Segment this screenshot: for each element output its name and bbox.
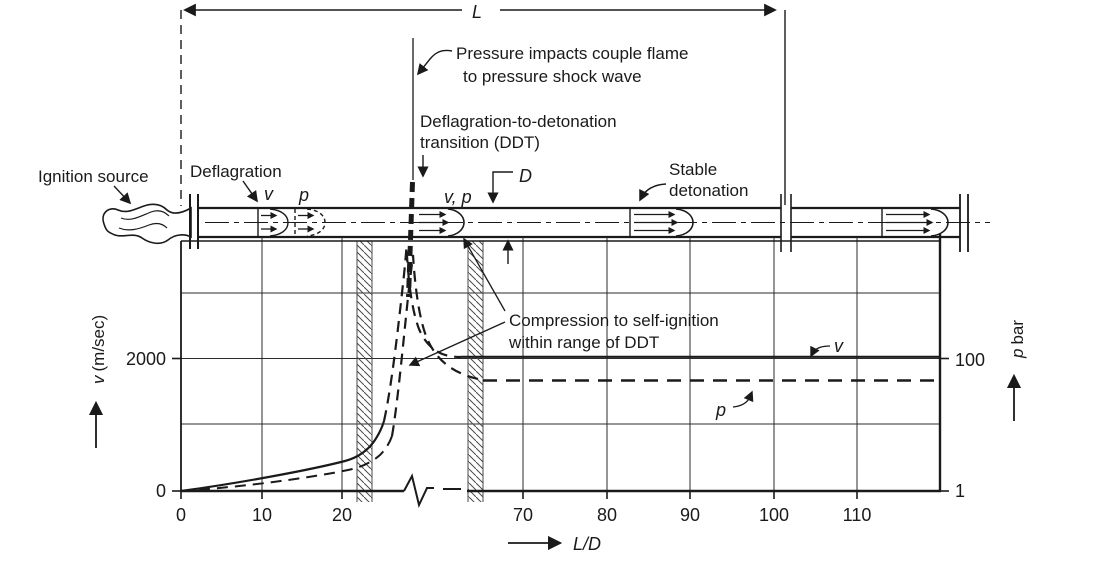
- diameter-dimension: [487, 171, 514, 264]
- ddt-front-line-thick-dashed: [406, 181, 415, 298]
- right-tick-100: 100: [955, 350, 985, 370]
- compression-leader-to-wave-arrow: [463, 237, 506, 312]
- v-curve-label-arrow: [810, 345, 831, 358]
- right-tick-1: 1: [955, 481, 965, 501]
- ddt-range-hatched-band-left: [356, 241, 373, 502]
- ddt-label-line1: Deflagration-to-detonation: [420, 112, 617, 131]
- left-axis-var: v: [89, 374, 108, 384]
- left-axis-title: v (m/sec): [89, 315, 108, 384]
- compression-leader-to-curve-arrow: [408, 321, 506, 367]
- left-tick-0: 0: [156, 481, 166, 501]
- x-tick-100: 100: [759, 505, 789, 525]
- v-curve-solid-rise: [180, 420, 386, 493]
- deflagration-leader-arrow: [242, 180, 258, 203]
- x-tick-90: 90: [680, 505, 700, 525]
- pressure-note-leader-arrow: [416, 49, 453, 76]
- gridlines: [181, 237, 940, 491]
- x-axis-title: L/D: [573, 534, 601, 554]
- v-curve-label: v: [834, 336, 844, 356]
- ddt-range-hatched-band-right: [467, 241, 484, 502]
- right-axis-title: p bar: [1008, 320, 1027, 359]
- stable-detonation-line2: detonation: [669, 181, 748, 200]
- pipe: [102, 194, 990, 252]
- x-tick-80: 80: [597, 505, 617, 525]
- right-axis-unit: bar: [1008, 320, 1027, 345]
- ddt-label-line2: transition (DDT): [420, 133, 540, 152]
- plot-borders: [180, 234, 942, 508]
- p-curve-label: p: [715, 400, 726, 420]
- stable-detonation-line1: Stable: [669, 160, 717, 179]
- ignition-leader-arrow: [113, 185, 132, 205]
- x-tick-110: 110: [843, 505, 872, 525]
- p-wave-label: p: [298, 185, 309, 205]
- axis-ticks: [172, 357, 949, 499]
- x-tick-0: 0: [176, 505, 186, 525]
- deflagration-label: Deflagration: [190, 162, 282, 181]
- v-wave-label: v: [264, 184, 274, 204]
- x-tick-labels: 0 10 20 70 80 90 100 110: [176, 505, 871, 525]
- stable-detonation-leader-arrow: [639, 183, 667, 202]
- pressure-note-line2: to pressure shock wave: [463, 67, 642, 86]
- end-detonation-wave: [881, 208, 949, 237]
- top-annotations: Ignition source Deflagration v p Pressur…: [38, 38, 748, 298]
- ddt-vp-wave: [419, 208, 465, 237]
- vp-at-ddt-label: v, p: [444, 187, 472, 207]
- axis-titles: v (m/sec) p bar L/D: [88, 315, 1027, 554]
- right-axis-var: p: [1008, 349, 1027, 359]
- left-tick-2000: 2000: [126, 349, 166, 369]
- pressure-note-line1: Pressure impacts couple flame: [456, 44, 688, 63]
- graph: 0 10 20 70 80 90 100 110 2000 0 100 1: [126, 234, 985, 525]
- length-label: L: [472, 2, 482, 22]
- diameter-label: D: [519, 166, 532, 186]
- stable-detonation-wave: [629, 208, 694, 237]
- compression-label-line1: Compression to self-ignition: [509, 311, 719, 330]
- v-curve-spike-dashed: [382, 246, 462, 422]
- length-dimension: [180, 3, 786, 206]
- compression-label-line2: within range of DDT: [508, 333, 659, 352]
- axis-break-symbol: [403, 473, 461, 508]
- y-tick-labels: 2000 0 100 1: [126, 349, 985, 501]
- p-curve-spike-dashed: [390, 254, 484, 437]
- x-tick-10: 10: [252, 505, 272, 525]
- diameter-bracket: [492, 171, 513, 177]
- x-tick-20: 20: [332, 505, 352, 525]
- curves: [180, 246, 939, 493]
- ignition-source-label: Ignition source: [38, 167, 149, 186]
- p-curve-label-arrow: [732, 390, 754, 408]
- flame-icon: [102, 203, 192, 245]
- left-axis-unit: (m/sec): [89, 315, 108, 372]
- pressure-p-wave: [294, 208, 326, 237]
- x-tick-70: 70: [513, 505, 533, 525]
- deflagration-v-wave: [257, 208, 289, 237]
